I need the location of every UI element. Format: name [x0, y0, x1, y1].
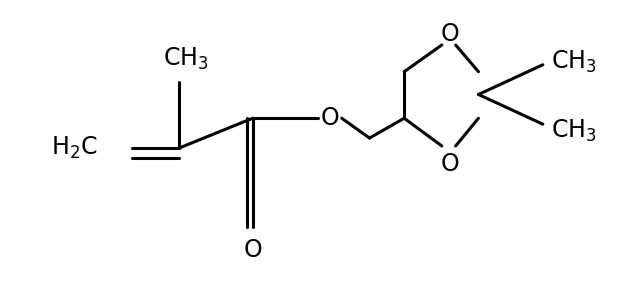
Text: O: O	[440, 152, 459, 176]
Text: CH$_3$: CH$_3$	[163, 46, 209, 72]
Text: CH$_3$: CH$_3$	[551, 49, 596, 75]
Text: H$_2$C: H$_2$C	[51, 135, 97, 161]
Text: O: O	[321, 106, 339, 130]
Text: O: O	[243, 238, 262, 262]
Text: CH$_3$: CH$_3$	[551, 118, 596, 144]
Text: O: O	[440, 22, 459, 46]
